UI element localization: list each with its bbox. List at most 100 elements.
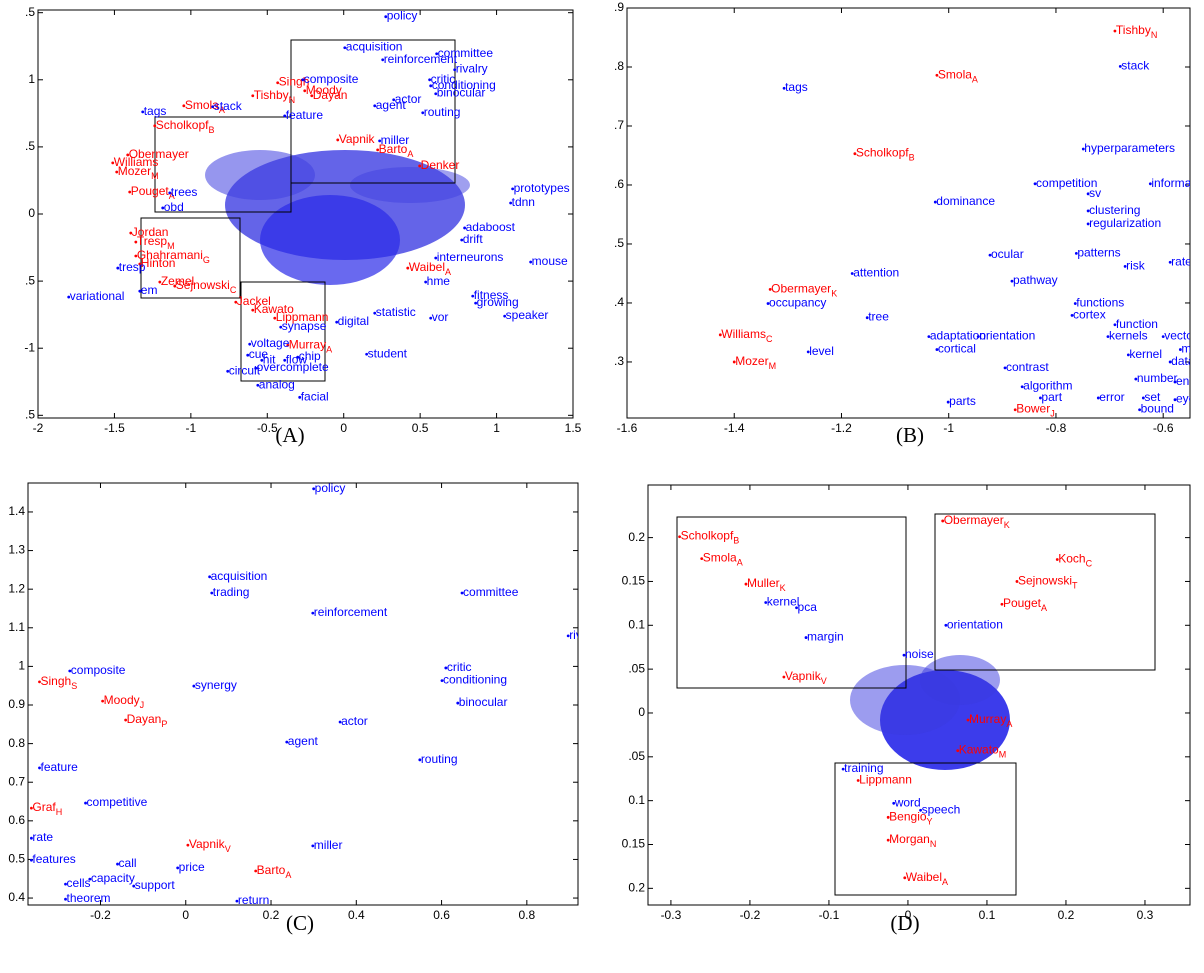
label-text: Mozer	[118, 164, 151, 178]
point-label: price	[179, 860, 205, 874]
point	[373, 311, 377, 315]
point-label: function	[1116, 317, 1158, 331]
point	[782, 675, 786, 679]
y-tick-label: .8	[614, 59, 624, 73]
point	[766, 302, 770, 305]
label-text: agent	[288, 734, 319, 748]
point-label: prototypes	[514, 181, 570, 195]
label-subscript: A	[219, 105, 225, 115]
point-label: WaibelA	[906, 870, 948, 887]
point-label: orientation	[947, 617, 1003, 631]
label-text: support	[135, 878, 176, 892]
label-subscript: K	[831, 289, 837, 299]
label-text: Williams	[114, 155, 159, 169]
point	[298, 395, 302, 399]
label-text: vector	[1164, 329, 1197, 343]
point-label: KochC	[1058, 552, 1092, 569]
caption: (A)	[275, 423, 304, 447]
point	[1086, 192, 1090, 196]
point-label: TrespM	[137, 234, 175, 251]
point	[128, 190, 132, 194]
point	[444, 666, 448, 670]
y-tick-label: .4	[614, 295, 624, 309]
point-label: tdnn	[512, 195, 535, 209]
label-text: Barto	[257, 863, 286, 877]
point-label: MozerM	[735, 354, 776, 371]
label-text: Ghahramani	[137, 248, 203, 262]
point-label: binocular	[459, 695, 508, 709]
label-text: function	[1116, 317, 1158, 331]
point	[365, 352, 369, 356]
label-text: vor	[432, 310, 449, 324]
point-label: risk	[1126, 259, 1146, 273]
point	[886, 838, 890, 842]
label-text: training	[844, 761, 883, 775]
x-tick-label: -1.5	[104, 421, 125, 435]
point-label: em	[141, 283, 158, 297]
point-label: Obermayer	[129, 147, 189, 161]
label-text: pca	[798, 600, 818, 614]
label-text: prototypes	[514, 181, 570, 195]
y-tick-label: 1.2	[8, 581, 25, 595]
point	[173, 284, 177, 288]
point	[335, 320, 339, 324]
panel: -1.6 -1.4 -1.2 -1 -0.8 -0.6 .9 .8 .7 .6 .5 .4 .3 Tish…	[614, 0, 1197, 447]
point	[30, 806, 33, 810]
point-label: ObermayerK	[771, 282, 837, 299]
point	[138, 289, 142, 293]
label-subscript: M	[151, 171, 159, 181]
label-text: feature	[41, 760, 79, 774]
label-text: hyperparameters	[1084, 141, 1175, 155]
point-label: acquisition	[211, 569, 268, 583]
label-text: error	[1099, 390, 1124, 404]
point-label: contrast	[1006, 360, 1049, 374]
point-label: orientation	[979, 329, 1035, 343]
point	[283, 114, 287, 118]
point-label: level	[809, 344, 834, 358]
label-text: attention	[853, 266, 899, 280]
label-text: routing	[424, 105, 461, 119]
label-subscript: A	[972, 75, 978, 85]
point	[886, 815, 890, 819]
point	[303, 89, 307, 93]
point-label: SmolaA	[185, 98, 225, 115]
point	[134, 254, 138, 258]
point-label: agent	[288, 734, 319, 748]
label-text: Vapnik	[189, 837, 226, 851]
point-label: SmolaA	[703, 551, 743, 568]
point-label: Hinton	[141, 256, 176, 270]
point-label: TishbyN	[1116, 23, 1157, 40]
label-text: Pouget	[1003, 596, 1042, 610]
point-label: composite	[304, 72, 359, 86]
label-text: theorem	[67, 891, 111, 905]
label-text: critic	[447, 660, 472, 674]
point-label: algorithm	[1023, 379, 1072, 393]
label-text: clustering	[1089, 203, 1140, 217]
point	[428, 78, 432, 82]
y-tick-label: 0.8	[8, 736, 25, 750]
point-label: support	[135, 878, 176, 892]
label-text: composite	[71, 663, 126, 677]
point	[1168, 360, 1172, 364]
label-text: tags	[144, 104, 167, 118]
label-text: tresp	[119, 260, 146, 274]
point	[1096, 396, 1100, 400]
label-text: contrast	[1006, 360, 1049, 374]
point-label: kernel	[767, 595, 800, 609]
point	[192, 684, 196, 688]
point-label: MurrayA	[969, 712, 1012, 729]
point-label: speaker	[506, 308, 549, 322]
label-text: trees	[171, 185, 198, 199]
point-label: obd	[164, 200, 184, 214]
point-label: set	[1144, 390, 1161, 404]
point	[38, 680, 41, 684]
label-text: Murray	[969, 712, 1006, 726]
label-text: fitness	[474, 288, 509, 302]
x-tick-label: -0.3	[661, 908, 682, 922]
y-tick-label: 1.4	[8, 504, 25, 518]
point	[919, 808, 922, 812]
point-label: MozerM	[118, 164, 159, 181]
point-label: speech	[922, 802, 961, 816]
label-text: routing	[421, 752, 458, 766]
point	[301, 78, 305, 82]
